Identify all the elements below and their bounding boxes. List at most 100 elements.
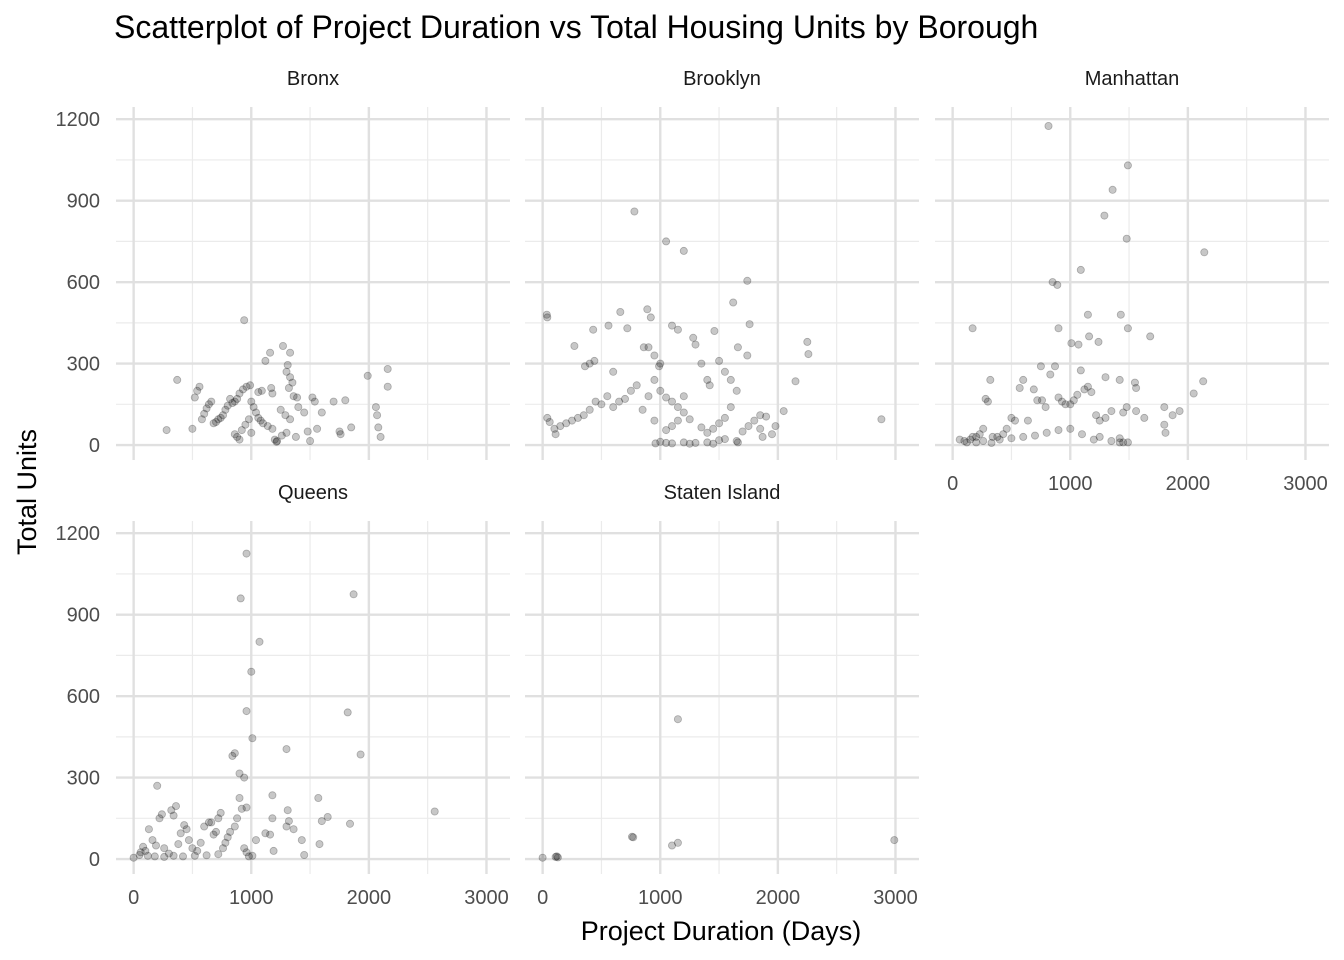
data-point	[655, 362, 664, 371]
data-point	[248, 734, 257, 743]
data-point	[240, 316, 249, 325]
data-point	[173, 375, 182, 384]
x-tick-label: 3000	[1283, 473, 1328, 495]
data-point	[214, 850, 223, 859]
data-point	[286, 373, 295, 382]
data-point	[1123, 324, 1132, 333]
data-point	[679, 438, 688, 447]
data-point	[720, 413, 729, 422]
data-point	[604, 321, 613, 330]
data-point	[214, 814, 223, 823]
data-point	[237, 426, 246, 435]
data-point	[176, 829, 185, 838]
data-point	[667, 397, 676, 406]
data-point	[551, 852, 560, 861]
data-point	[1160, 420, 1169, 429]
data-point	[235, 435, 244, 444]
data-point	[150, 852, 159, 861]
data-point	[993, 432, 1002, 441]
data-point	[200, 409, 209, 418]
x-axis-title: Project Duration (Days)	[581, 916, 862, 946]
data-point	[172, 802, 181, 811]
data-point	[570, 341, 579, 350]
data-point	[329, 397, 338, 406]
data-point	[715, 419, 724, 428]
y-axis-title: Total Units	[12, 429, 42, 555]
data-point	[1051, 362, 1060, 371]
data-point	[343, 708, 352, 717]
data-point	[228, 398, 237, 407]
x-tick-label: 3000	[873, 887, 918, 909]
data-point	[1044, 121, 1053, 130]
data-point	[1076, 366, 1085, 375]
data-point	[190, 393, 199, 402]
data-point	[242, 707, 251, 716]
x-tick-label: 1000	[229, 887, 273, 909]
data-point	[1048, 278, 1057, 287]
data-point	[581, 362, 590, 371]
data-point	[180, 821, 189, 830]
data-point	[261, 356, 270, 365]
data-point	[184, 836, 193, 845]
data-point	[628, 832, 637, 841]
data-point	[710, 326, 719, 335]
data-point	[983, 397, 992, 406]
data-point	[1007, 434, 1016, 443]
data-point	[235, 769, 244, 778]
data-point	[538, 853, 547, 862]
data-point	[591, 397, 600, 406]
data-point	[230, 397, 239, 406]
y-tick-label: 600	[67, 686, 100, 708]
data-point	[1054, 426, 1063, 435]
data-point	[650, 351, 659, 360]
data-point	[244, 852, 253, 861]
data-point	[877, 415, 886, 424]
data-point	[317, 408, 326, 417]
data-point	[240, 773, 249, 782]
data-point	[219, 411, 228, 420]
data-point	[543, 313, 552, 322]
data-point	[310, 397, 319, 406]
data-point	[242, 549, 251, 558]
data-point	[155, 814, 164, 823]
data-point	[249, 403, 258, 412]
y-tick-label: 300	[67, 354, 100, 376]
data-point	[269, 846, 278, 855]
data-point	[261, 829, 270, 838]
data-point	[308, 393, 317, 402]
data-point	[282, 367, 291, 376]
x-tick-label: 3000	[464, 887, 509, 909]
data-point	[282, 822, 291, 831]
data-point	[1067, 339, 1076, 348]
data-point	[239, 385, 248, 394]
data-point	[715, 356, 724, 365]
data-point	[1083, 382, 1092, 391]
data-point	[289, 392, 298, 401]
data-point	[1054, 393, 1063, 402]
x-tick-label: 2000	[347, 887, 392, 909]
data-point	[1038, 396, 1047, 405]
data-point	[383, 364, 392, 373]
data-point	[216, 808, 225, 817]
data-point	[371, 403, 380, 412]
data-point	[966, 435, 975, 444]
data-point	[733, 438, 742, 447]
data-point	[251, 408, 260, 417]
data-point	[1089, 435, 1098, 444]
data-point	[1122, 234, 1131, 243]
data-point	[129, 853, 138, 862]
data-point	[999, 430, 1008, 439]
data-point	[697, 359, 706, 368]
data-point	[986, 375, 995, 384]
x-tick-label: 0	[537, 887, 548, 909]
data-point	[639, 343, 648, 352]
data-point	[268, 791, 277, 800]
data-point	[709, 424, 718, 433]
data-point	[1036, 362, 1045, 371]
data-point	[190, 851, 199, 860]
data-point	[219, 844, 228, 853]
data-point	[1119, 438, 1128, 447]
data-point	[732, 436, 741, 445]
panel-manhattan: Manhattan 0 1000 2000 3000	[935, 68, 1329, 495]
data-point	[1054, 324, 1063, 333]
